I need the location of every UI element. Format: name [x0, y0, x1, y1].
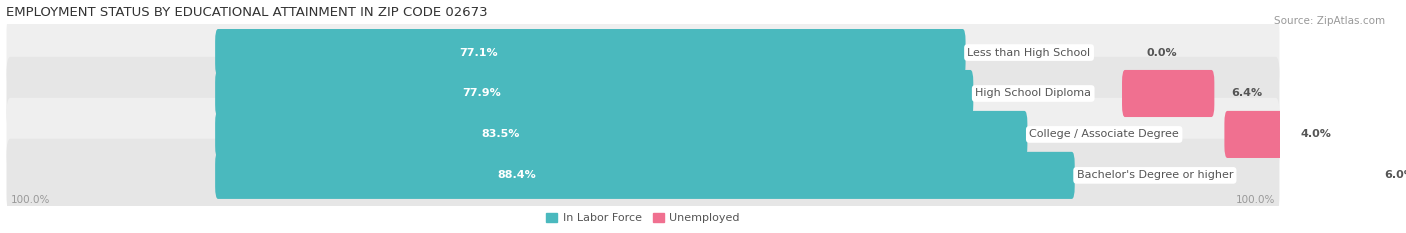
Text: Less than High School: Less than High School	[967, 48, 1091, 58]
Text: 100.0%: 100.0%	[1236, 195, 1275, 205]
Text: 0.0%: 0.0%	[1146, 48, 1177, 58]
Text: 77.1%: 77.1%	[460, 48, 498, 58]
FancyBboxPatch shape	[215, 29, 966, 76]
Text: College / Associate Degree: College / Associate Degree	[1029, 130, 1180, 139]
Text: 77.9%: 77.9%	[463, 89, 501, 99]
Legend: In Labor Force, Unemployed: In Labor Force, Unemployed	[541, 209, 744, 228]
Text: High School Diploma: High School Diploma	[976, 89, 1091, 99]
FancyBboxPatch shape	[7, 98, 1279, 171]
FancyBboxPatch shape	[1122, 70, 1215, 117]
Text: 83.5%: 83.5%	[481, 130, 519, 139]
Text: EMPLOYMENT STATUS BY EDUCATIONAL ATTAINMENT IN ZIP CODE 02673: EMPLOYMENT STATUS BY EDUCATIONAL ATTAINM…	[6, 6, 488, 19]
Text: 6.4%: 6.4%	[1230, 89, 1263, 99]
Text: 4.0%: 4.0%	[1301, 130, 1331, 139]
FancyBboxPatch shape	[7, 57, 1279, 130]
FancyBboxPatch shape	[7, 16, 1279, 89]
FancyBboxPatch shape	[215, 70, 973, 117]
Text: 6.0%: 6.0%	[1385, 170, 1406, 180]
Text: 88.4%: 88.4%	[498, 170, 536, 180]
Text: Source: ZipAtlas.com: Source: ZipAtlas.com	[1274, 16, 1385, 26]
FancyBboxPatch shape	[215, 152, 1074, 199]
FancyBboxPatch shape	[215, 111, 1028, 158]
FancyBboxPatch shape	[1225, 111, 1284, 158]
FancyBboxPatch shape	[7, 139, 1279, 212]
Text: Bachelor's Degree or higher: Bachelor's Degree or higher	[1077, 170, 1233, 180]
Text: 100.0%: 100.0%	[10, 195, 49, 205]
FancyBboxPatch shape	[1281, 152, 1368, 199]
